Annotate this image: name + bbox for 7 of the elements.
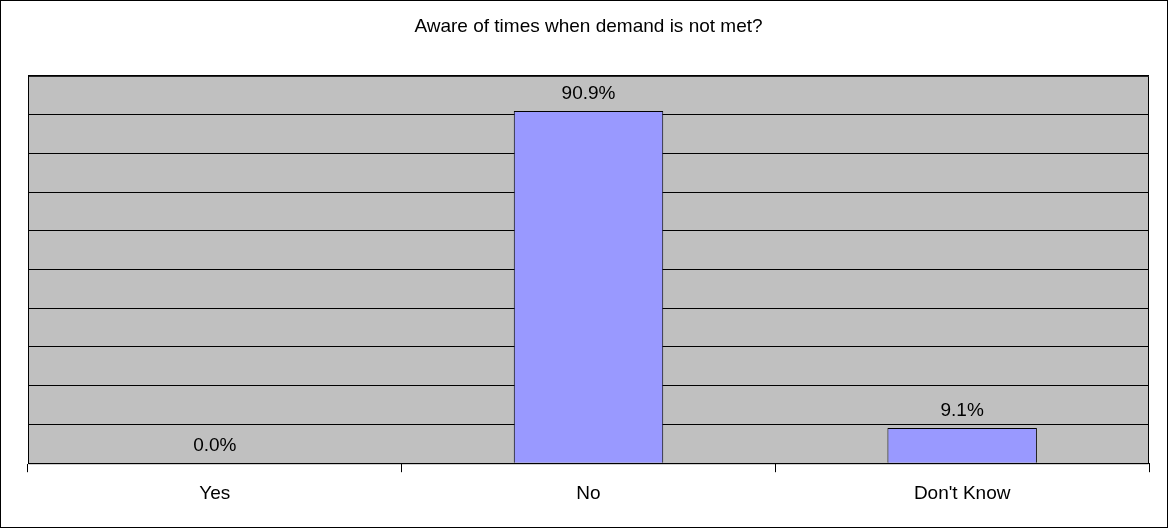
x-tick-label: Yes [199,481,231,503]
x-tick-label: Don't Know [913,481,1011,503]
data-label: 9.1% [940,398,984,420]
data-label: 90.9% [561,81,616,103]
chart-title: Aware of times when demand is not met? [414,14,763,36]
data-label: 0.0% [193,433,237,455]
x-tick-label: No [576,481,601,503]
